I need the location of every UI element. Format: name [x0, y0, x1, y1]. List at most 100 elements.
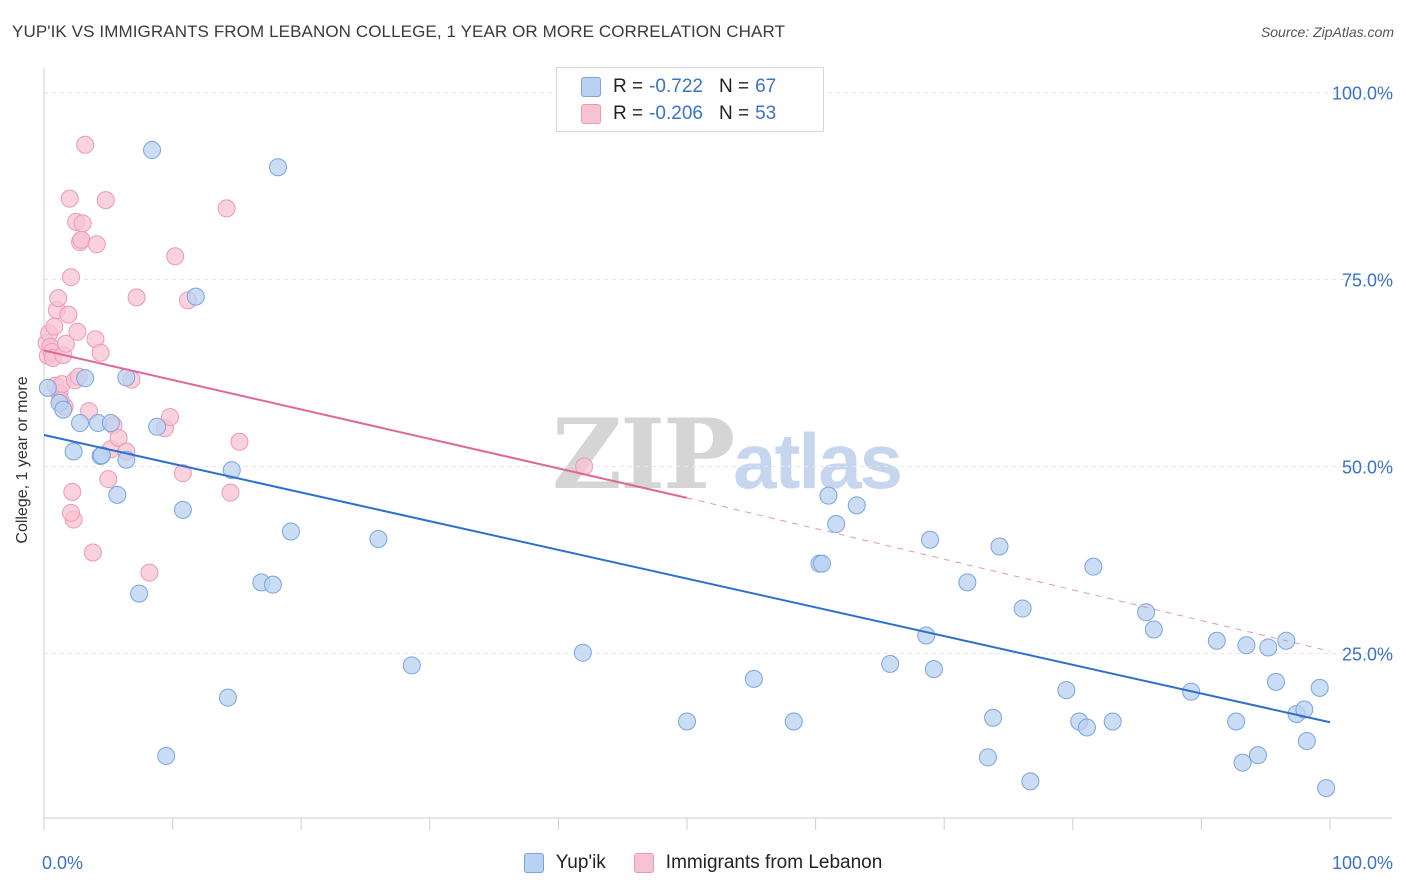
series-swatch-yupik: [523, 853, 544, 873]
legend-n-label: N =: [718, 76, 750, 97]
correlation-legend: R = -0.722 N = 67 R = -0.206 N = 53: [556, 67, 824, 132]
yupik-point: [71, 414, 90, 433]
lebanon-point: [63, 482, 82, 501]
legend-n-value: 67: [755, 76, 777, 97]
yupik-point: [186, 287, 205, 306]
lebanon-point: [99, 470, 118, 489]
yupik-point: [1227, 712, 1246, 731]
yupik-point: [130, 584, 149, 603]
yupik-point: [1103, 712, 1122, 731]
lebanon-point: [80, 402, 99, 421]
legend-n-label: N =: [718, 103, 750, 124]
yupik-point: [1013, 599, 1032, 618]
lebanon-point: [91, 343, 110, 362]
lebanon-point: [76, 135, 95, 154]
legend-r-label: R =: [613, 103, 644, 124]
yupik-point: [1317, 779, 1336, 798]
yupik-point: [958, 573, 977, 592]
yupik-point: [269, 158, 288, 177]
lebanon-point: [87, 235, 106, 254]
yupik-point: [924, 660, 943, 679]
yupik-point: [978, 748, 997, 767]
yupik-point: [813, 554, 832, 573]
legend-n-value: 53: [755, 103, 777, 124]
lebanon-point: [230, 432, 249, 451]
x-tick-label-min: 0.0%: [42, 853, 83, 873]
lebanon-trend-line: [43, 349, 688, 499]
lebanon-trend-extension: [686, 497, 1331, 652]
yupik-point: [784, 712, 803, 731]
yupik-point: [1077, 718, 1096, 737]
yupik-point: [1233, 753, 1252, 772]
yupik-point: [1310, 678, 1329, 697]
yupik-point: [54, 400, 73, 419]
lebanon-point: [140, 563, 159, 582]
yupik-point: [1266, 672, 1285, 691]
yupik-point: [38, 378, 57, 397]
lebanon-point: [60, 189, 79, 208]
legend-swatch-yupik: [581, 77, 601, 97]
yupik-point: [218, 688, 237, 707]
yupik-point: [117, 450, 136, 469]
lebanon-point: [73, 214, 92, 233]
lebanon-point: [56, 334, 75, 353]
y-axis-title: College, 1 year or more: [14, 376, 31, 544]
lebanon-point: [173, 464, 192, 483]
y-tick-label: 25.0%: [1342, 644, 1393, 664]
watermark-atlas: atlas: [733, 417, 903, 505]
y-axis-title-wrap: College, 1 year or more: [14, 293, 32, 543]
yupik-point: [1144, 620, 1163, 639]
yupik-point: [1295, 700, 1314, 719]
series-legend: Yup'ik Immigrants from Lebanon: [0, 852, 1406, 874]
yupik-point: [1207, 631, 1226, 650]
y-tick-label: 50.0%: [1342, 457, 1393, 477]
yupik-point: [64, 442, 83, 461]
yupik-point: [1084, 557, 1103, 576]
lebanon-point: [68, 322, 87, 341]
yupik-point: [108, 485, 127, 504]
yupik-point: [101, 414, 120, 433]
lebanon-point: [96, 191, 115, 210]
yupik-point: [157, 746, 176, 765]
legend-swatch-lebanon: [581, 104, 601, 124]
lebanon-point: [109, 429, 128, 448]
lebanon-point: [83, 543, 102, 562]
yupik-point: [678, 712, 696, 731]
watermark: ZIPatlas: [552, 398, 903, 511]
yupik-trend-line: [43, 434, 1331, 724]
yupik-point: [1021, 772, 1040, 791]
lebanon-point: [72, 230, 91, 249]
yupik-point: [143, 141, 162, 160]
series-label-yupik: Yup'ik: [555, 852, 606, 873]
yupik-point: [1057, 681, 1076, 700]
lebanon-point: [62, 268, 81, 287]
lebanon-point: [49, 289, 68, 308]
yupik-point: [847, 496, 866, 515]
yupik-point: [984, 708, 1003, 727]
legend-r-value: -0.722: [649, 76, 703, 97]
legend-r-label: R =: [613, 76, 644, 97]
yupik-point: [92, 446, 111, 465]
yupik-point: [281, 522, 300, 541]
lebanon-point: [221, 483, 240, 502]
lebanon-point: [127, 288, 146, 307]
yupik-point: [990, 537, 1009, 556]
lebanon-point: [62, 503, 81, 522]
yupik-point: [573, 643, 592, 662]
yupik-point: [369, 529, 388, 548]
lebanon-point: [45, 317, 64, 336]
yupik-point: [921, 530, 940, 549]
legend-row-yupik: R = -0.722 N = 67: [581, 76, 776, 98]
series-legend-lebanon[interactable]: Immigrants from Lebanon: [633, 852, 882, 874]
y-tick-label: 75.0%: [1342, 270, 1393, 290]
yupik-point: [819, 486, 838, 505]
yupik-point: [148, 417, 167, 436]
yupik-point: [881, 654, 900, 673]
yupik-point: [76, 369, 95, 388]
source-label: Source: ZipAtlas.com: [1260, 24, 1394, 40]
y-tick-label: 100.0%: [1332, 83, 1393, 103]
yupik-point: [263, 575, 282, 594]
series-legend-yupik[interactable]: Yup'ik: [523, 852, 606, 874]
yupik-point: [173, 500, 192, 519]
